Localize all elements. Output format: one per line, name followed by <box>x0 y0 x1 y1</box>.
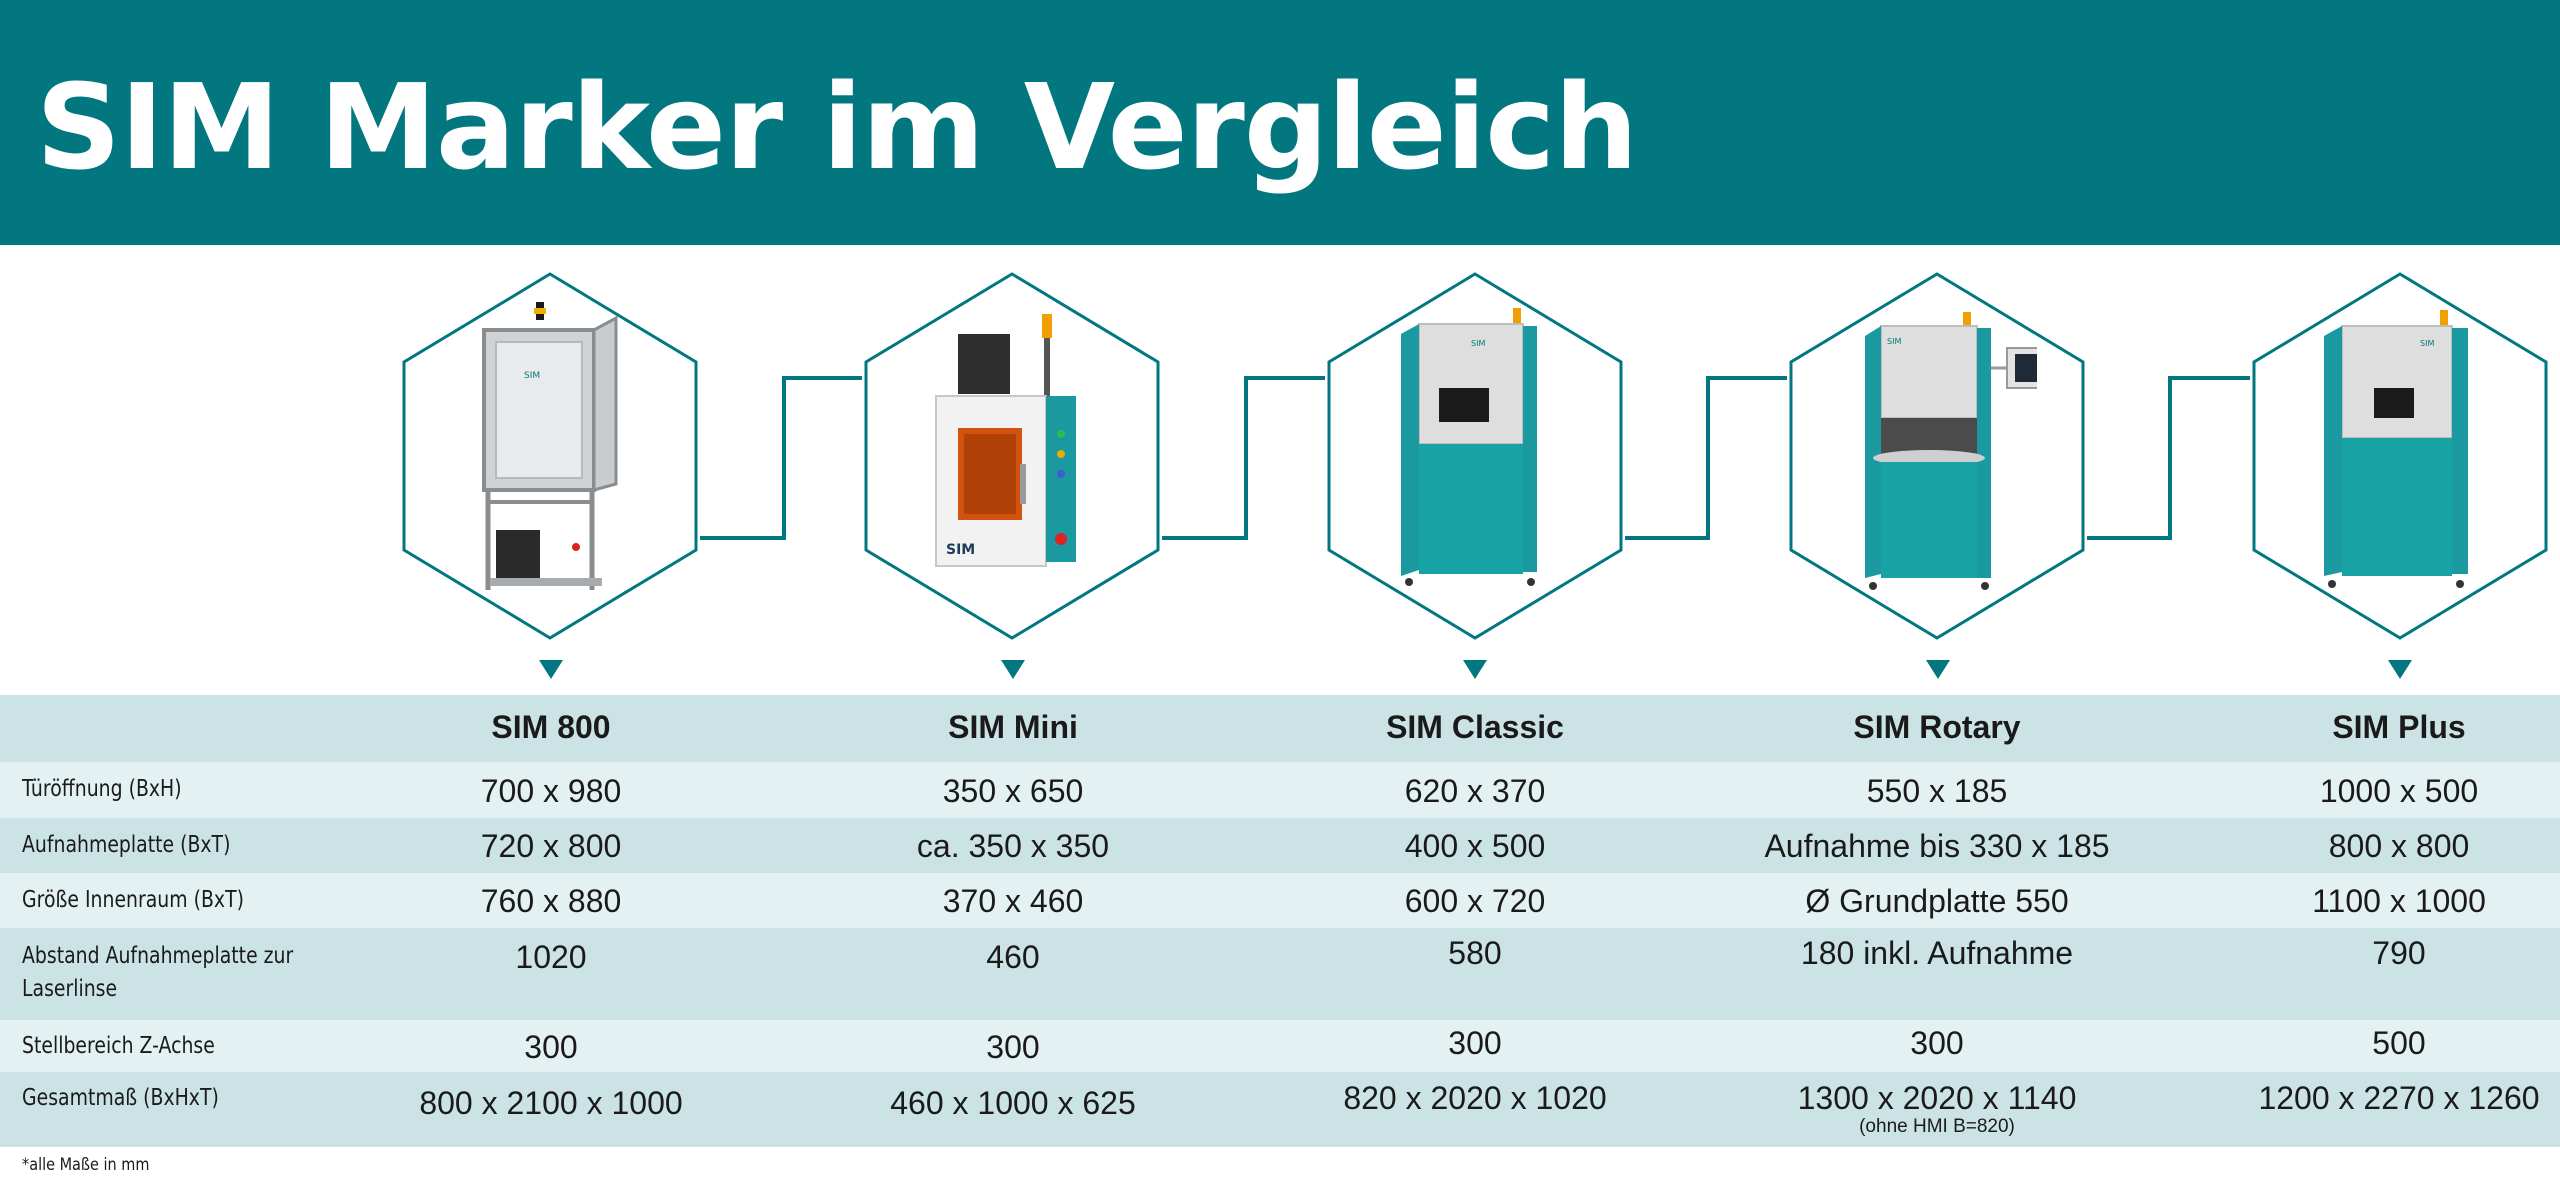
column-header: SIM Plus <box>2332 709 2466 745</box>
machine-badge: SIM <box>1887 337 1901 346</box>
sim-classic-machine-icon: SIM <box>1401 308 1537 586</box>
row-label: Abstand Aufnahmeplatte zur Laserlinse <box>22 943 294 1002</box>
table-cell: 620 x 370 <box>1404 773 1546 809</box>
table-row: Stellbereich Z-Achse 300 300 300 300 500 <box>0 1020 2560 1072</box>
table-cell: 1020 <box>515 939 587 975</box>
table-cell: Aufnahme bis 330 x 185 <box>1764 828 2110 864</box>
table-cell: 500 <box>2372 1025 2426 1061</box>
table-cell: 550 x 185 <box>1866 773 2008 809</box>
product-card-sim-plus: SIM <box>2250 270 2550 642</box>
footnote: *alle Maße in mm <box>22 1155 150 1175</box>
table-cell-note: (ohne HMI B=820) <box>1859 1116 2015 1137</box>
machine-badge: SIM <box>946 542 975 558</box>
product-card-sim-rotary: SIM <box>1787 270 2087 642</box>
connector-line <box>700 376 2250 540</box>
table-cell: 1200 x 2270 x 1260 <box>2258 1080 2540 1116</box>
down-arrow-icon <box>539 660 563 679</box>
table-header-row: SIM 800 SIM Mini SIM Classic SIM Rotary … <box>0 695 2560 762</box>
table-row: Abstand Aufnahmeplatte zur Laserlinse 10… <box>0 928 2560 1020</box>
table-cell: 350 x 650 <box>942 773 1084 809</box>
table-cell: 180 inkl. Aufnahme <box>1800 935 2074 971</box>
machine-badge: SIM <box>2420 339 2434 348</box>
product-card-sim-800: SIM <box>400 270 700 642</box>
row-label: Aufnahmeplatte (BxT) <box>22 832 231 858</box>
table-cell-value: 1300 x 2020 x 1140 <box>1797 1080 2077 1116</box>
machine-badge: SIM <box>1471 339 1485 348</box>
column-header: SIM 800 <box>491 709 611 745</box>
page-title: SIM Marker im Vergleich <box>36 58 1638 196</box>
table-row: Größe Innenraum (BxT) 760 x 880 370 x 46… <box>0 873 2560 928</box>
table-cell: 800 x 800 <box>2328 828 2470 864</box>
table-cell: 460 <box>986 939 1040 975</box>
product-card-sim-mini: SIM <box>862 270 1162 642</box>
table-row: Aufnahmeplatte (BxT) 720 x 800 ca. 350 x… <box>0 818 2560 873</box>
row-label: Türöffnung (BxH) <box>22 776 182 802</box>
table-cell: 700 x 980 <box>480 773 622 809</box>
table-cell: 400 x 500 <box>1404 828 1546 864</box>
spec-table: SIM 800 SIM Mini SIM Classic SIM Rotary … <box>0 695 2560 1147</box>
row-label: Größe Innenraum (BxT) <box>22 887 244 913</box>
down-arrow-icon <box>1463 660 1487 679</box>
table-cell: 800 x 2100 x 1000 <box>419 1085 683 1121</box>
sim-mini-machine-icon: SIM <box>935 314 1076 567</box>
sim-rotary-machine-icon: SIM <box>1865 312 2037 590</box>
table-row: Türöffnung (BxH) 700 x 980 350 x 650 620… <box>0 762 2560 818</box>
down-arrow-icon <box>1001 660 1025 679</box>
product-card-sim-classic: SIM <box>1325 270 1625 642</box>
table-cell: 600 x 720 <box>1404 883 1546 919</box>
sim-800-machine-icon: SIM <box>482 302 618 590</box>
table-cell: 300 <box>1910 1025 1964 1061</box>
down-arrow-icon <box>1926 660 1950 679</box>
table-cell: 790 <box>2372 935 2426 971</box>
sim-plus-machine-icon: SIM <box>2324 310 2468 588</box>
column-header: SIM Mini <box>948 709 1078 745</box>
table-cell: 460 x 1000 x 625 <box>890 1085 1136 1121</box>
column-header: SIM Classic <box>1386 709 1564 745</box>
header-banner: SIM Marker im Vergleich <box>0 0 2560 245</box>
down-arrow-icon <box>2388 660 2412 679</box>
table-cell: 580 <box>1448 935 1502 971</box>
table-cell: 300 <box>986 1029 1040 1065</box>
row-label: Stellbereich Z-Achse <box>22 1033 215 1059</box>
table-cell: Ø Grundplatte 550 <box>1805 883 2069 919</box>
table-cell: 1100 x 1000 <box>2312 883 2486 919</box>
machine-badge: SIM <box>524 371 540 381</box>
table-row: Gesamtmaß (BxHxT) 800 x 2100 x 1000 460 … <box>0 1072 2560 1147</box>
row-label: Gesamtmaß (BxHxT) <box>22 1085 219 1111</box>
table-cell: 1300 x 2020 x 1140 (ohne HMI B=820) <box>1717 1079 2157 1137</box>
table-cell: 1000 x 500 <box>2319 773 2479 809</box>
table-cell: 300 <box>1448 1025 1502 1061</box>
table-cell: 820 x 2020 x 1020 <box>1343 1080 1607 1116</box>
table-cell: 760 x 880 <box>480 883 622 919</box>
table-cell: 300 <box>524 1029 578 1065</box>
table-cell: 720 x 800 <box>480 828 622 864</box>
table-cell: 370 x 460 <box>942 883 1084 919</box>
table-cell: ca. 350 x 350 <box>916 828 1110 864</box>
column-header: SIM Rotary <box>1853 709 2021 745</box>
